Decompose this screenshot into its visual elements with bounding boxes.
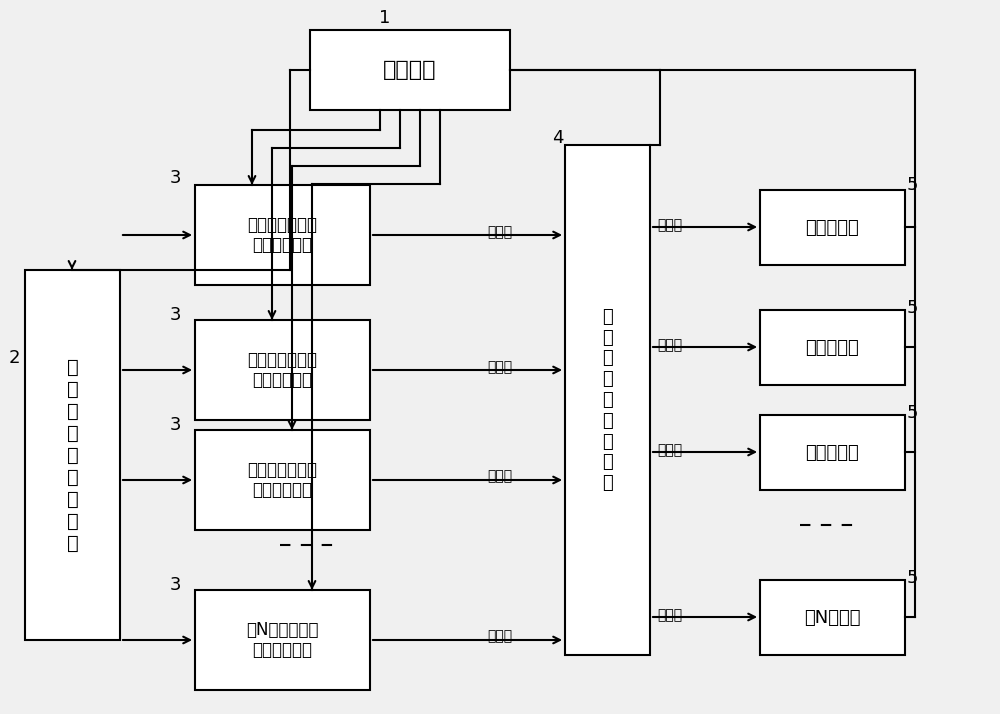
- Text: 5: 5: [906, 404, 918, 422]
- Text: 交
直
流
电
力
转
换
装
置: 交 直 流 电 力 转 换 装 置: [602, 308, 613, 492]
- Text: 5: 5: [906, 569, 918, 587]
- Bar: [310, 30, 510, 110]
- Text: 第二甲醇水重整
制氢发电模组: 第二甲醇水重整 制氢发电模组: [248, 351, 318, 389]
- Text: 第三充电机: 第三充电机: [806, 443, 859, 461]
- Text: 3: 3: [169, 416, 181, 434]
- Text: 输出电: 输出电: [487, 469, 513, 483]
- Text: 5: 5: [906, 299, 918, 317]
- Text: 输出电: 输出电: [487, 225, 513, 239]
- Bar: [195, 320, 370, 420]
- Text: 输出电: 输出电: [487, 360, 513, 374]
- Text: 1: 1: [379, 9, 391, 27]
- Text: 第N甲醇水重整
制氢发电模组: 第N甲醇水重整 制氢发电模组: [246, 620, 319, 660]
- Bar: [565, 145, 650, 655]
- Bar: [195, 185, 370, 285]
- Text: 第N充电机: 第N充电机: [804, 608, 861, 626]
- Text: 4: 4: [552, 129, 564, 147]
- Bar: [760, 415, 905, 490]
- Text: 输出电: 输出电: [487, 629, 513, 643]
- Bar: [195, 430, 370, 530]
- Bar: [760, 310, 905, 385]
- Bar: [760, 190, 905, 265]
- Text: 第一甲醇水重整
制氢发电模组: 第一甲醇水重整 制氢发电模组: [248, 216, 318, 254]
- Text: 5: 5: [906, 176, 918, 194]
- Text: 输出电: 输出电: [657, 608, 683, 622]
- Text: 控制装置: 控制装置: [383, 60, 437, 80]
- Text: 3: 3: [169, 306, 181, 324]
- Text: 3: 3: [169, 576, 181, 594]
- Text: 输出电: 输出电: [657, 443, 683, 457]
- Bar: [760, 580, 905, 655]
- Text: 3: 3: [169, 169, 181, 187]
- Text: 第一充电机: 第一充电机: [806, 218, 859, 236]
- Text: 输出电: 输出电: [657, 338, 683, 352]
- Text: 甲
醇
水
储
存
输
送
装
置: 甲 醇 水 储 存 输 送 装 置: [67, 358, 78, 553]
- Bar: [195, 590, 370, 690]
- Text: 第二充电机: 第二充电机: [806, 338, 859, 356]
- Text: 第三甲醇水重整
制氢发电模组: 第三甲醇水重整 制氢发电模组: [248, 461, 318, 499]
- Text: 2: 2: [8, 349, 20, 367]
- Bar: [25, 270, 120, 640]
- Text: 输出电: 输出电: [657, 218, 683, 232]
